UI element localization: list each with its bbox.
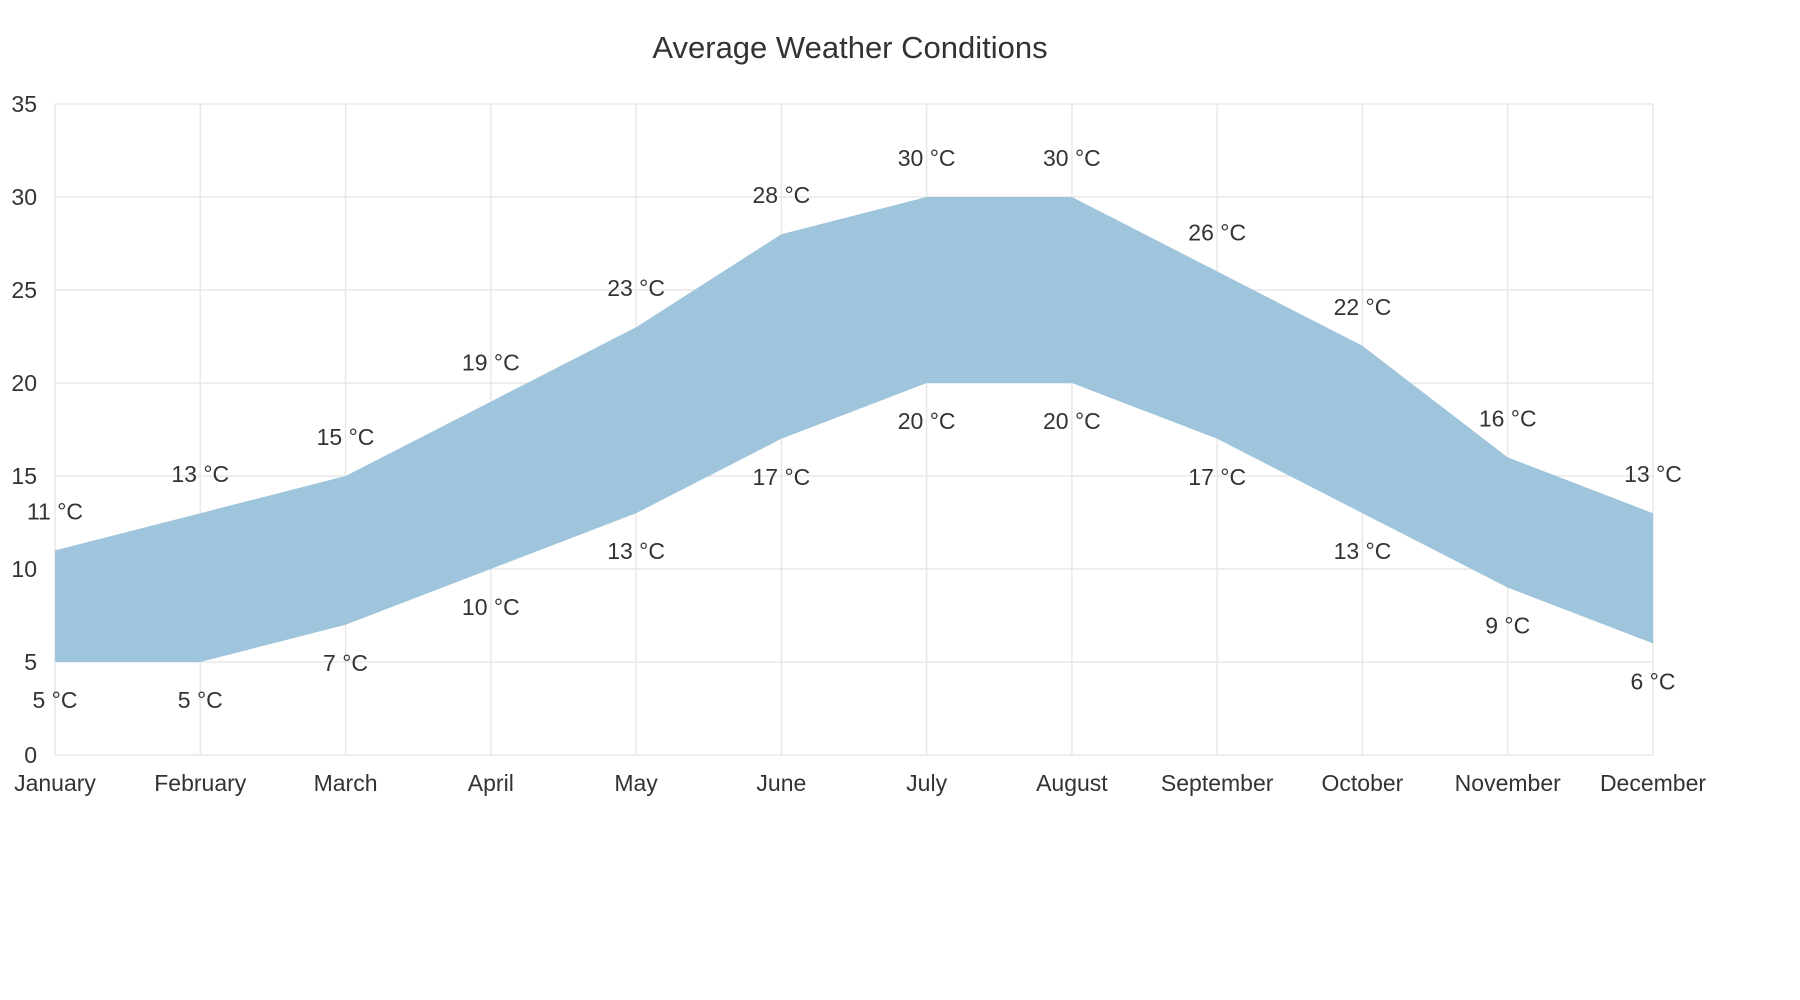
data-label-high: 28 °C bbox=[752, 182, 810, 208]
y-axis: 0 5 10 15 20 25 30 35 bbox=[11, 91, 37, 768]
data-label-high: 13 °C bbox=[1624, 461, 1682, 487]
temperature-range-area bbox=[55, 197, 1653, 662]
x-tick-label: June bbox=[756, 770, 806, 796]
x-tick-label: May bbox=[614, 770, 658, 796]
x-tick-label: November bbox=[1455, 770, 1561, 796]
data-label-low: 6 °C bbox=[1631, 668, 1676, 694]
x-tick-label: December bbox=[1600, 770, 1706, 796]
data-label-high: 19 °C bbox=[462, 350, 520, 376]
data-label-low: 17 °C bbox=[752, 464, 810, 490]
data-label-low: 13 °C bbox=[1334, 538, 1392, 564]
data-label-high: 15 °C bbox=[317, 424, 375, 450]
data-label-high: 23 °C bbox=[607, 275, 665, 301]
chart-title: Average Weather Conditions bbox=[652, 30, 1048, 65]
data-label-low: 9 °C bbox=[1485, 613, 1530, 639]
y-tick-label: 15 bbox=[11, 463, 37, 489]
x-tick-label: September bbox=[1161, 770, 1274, 796]
data-label-high: 11 °C bbox=[27, 498, 83, 524]
data-label-high: 13 °C bbox=[171, 461, 229, 487]
data-label-low: 5 °C bbox=[178, 687, 223, 713]
data-label-low: 20 °C bbox=[898, 408, 956, 434]
x-tick-label: January bbox=[14, 770, 96, 796]
y-tick-label: 0 bbox=[24, 742, 37, 768]
data-label-low: 13 °C bbox=[607, 538, 665, 564]
data-label-low: 10 °C bbox=[462, 594, 520, 620]
x-tick-label: March bbox=[314, 770, 378, 796]
data-label-low: 17 °C bbox=[1188, 464, 1246, 490]
y-tick-label: 25 bbox=[11, 277, 37, 303]
x-tick-label: April bbox=[468, 770, 514, 796]
data-label-high: 22 °C bbox=[1334, 294, 1392, 320]
data-label-high: 30 °C bbox=[898, 145, 956, 171]
y-tick-label: 35 bbox=[11, 91, 37, 117]
x-tick-label: August bbox=[1036, 770, 1108, 796]
x-tick-label: October bbox=[1322, 770, 1404, 796]
data-label-low: 5 °C bbox=[33, 687, 78, 713]
y-tick-label: 5 bbox=[24, 649, 37, 675]
y-tick-label: 10 bbox=[11, 556, 37, 582]
x-tick-label: July bbox=[906, 770, 947, 796]
x-tick-label: February bbox=[154, 770, 247, 796]
x-axis: January February March April May June July Augu… bbox=[14, 770, 1706, 796]
data-label-high: 16 °C bbox=[1479, 405, 1537, 431]
data-label-low: 7 °C bbox=[323, 650, 368, 676]
plot-area bbox=[55, 197, 1653, 662]
data-label-high: 30 °C bbox=[1043, 145, 1101, 171]
y-tick-label: 20 bbox=[11, 370, 37, 396]
data-label-low: 20 °C bbox=[1043, 408, 1101, 434]
data-label-high: 26 °C bbox=[1188, 219, 1246, 245]
data-labels: 11 °C 13 °C 15 °C 19 °C 23 °C 28 °C 30 °C 30 °C… bbox=[27, 145, 1682, 713]
y-tick-label: 30 bbox=[11, 184, 37, 210]
